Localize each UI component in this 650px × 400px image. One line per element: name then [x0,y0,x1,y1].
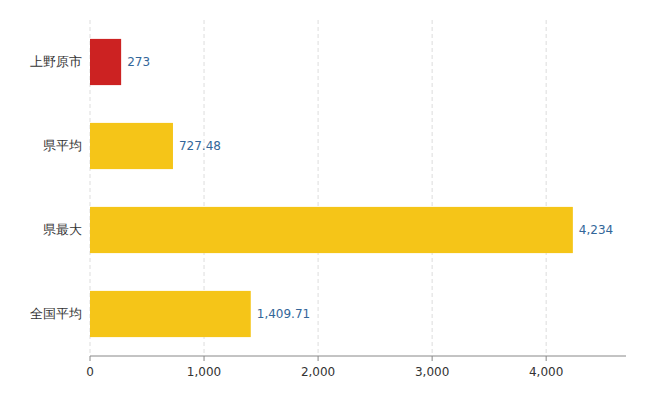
tick-label: 1,000 [187,365,221,379]
data-label: 273 [127,55,150,69]
tick-label: 2,000 [301,365,335,379]
tick-label: 4,000 [529,365,563,379]
tick-mark [546,356,547,361]
bars [90,39,573,337]
tick-mark [432,356,433,361]
data-labels: 273 727.48 4,234 1,409.71 [127,55,613,321]
axis-line [90,356,626,357]
grid-line [546,20,547,356]
chart: 0 1,000 2,000 3,000 4,000 上野原市県平均県最大全国平均 273 72… [0,0,650,400]
data-label: 4,234 [579,223,613,237]
grid-line [432,20,433,356]
bar [90,291,251,337]
category-label: 上野原市 [30,54,82,69]
y-axis: 上野原市県平均県最大全国平均 [30,54,82,321]
x-axis: 0 1,000 2,000 3,000 4,000 [86,356,626,379]
tick-mark [318,356,319,361]
tick-mark [90,356,91,361]
category-label: 全国平均 [30,306,82,321]
bar [90,207,573,253]
category-label: 県平均 [43,138,82,153]
grid-line [318,20,319,356]
data-label: 1,409.71 [257,307,310,321]
data-label: 727.48 [179,139,221,153]
bar [90,123,173,169]
tick-label: 0 [86,365,94,379]
bar [90,39,121,85]
grid [90,20,546,356]
category-label: 県最大 [43,222,82,237]
tick-mark [204,356,205,361]
tick-label: 3,000 [415,365,449,379]
